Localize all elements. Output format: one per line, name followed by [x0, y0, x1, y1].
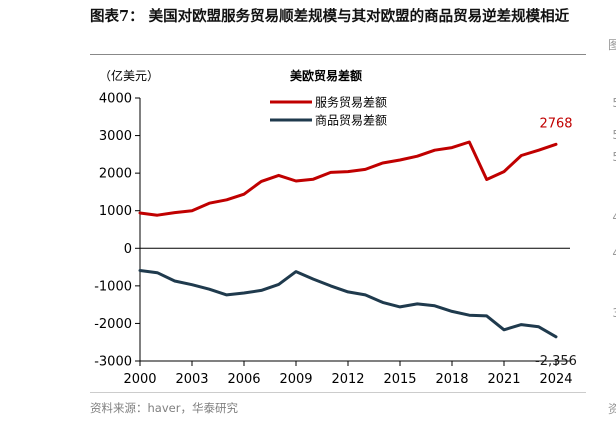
edge-glyph: 图: [607, 38, 616, 52]
x-tick-label: 2003: [175, 372, 208, 387]
y-tick-label: 0: [124, 242, 132, 257]
edge-glyph: 资: [607, 402, 616, 416]
x-tick-label: 2009: [279, 372, 312, 387]
x-tick-label: 2021: [487, 372, 520, 387]
figure-title: 图表7： 美国对欧盟服务贸易顺差规模与其对欧盟的商品贸易逆差规模相近: [90, 8, 570, 25]
edge-glyph: 5: [612, 128, 616, 142]
x-tick-label: 2015: [383, 372, 416, 387]
x-tick-label: 2018: [435, 372, 468, 387]
end-value-label-goods: -2,356: [535, 354, 577, 369]
legend-label-services: 服务贸易差额: [315, 95, 387, 110]
footer-divider: [90, 392, 586, 393]
edge-glyph: 5: [612, 150, 616, 164]
edge-glyph: 5: [612, 96, 616, 110]
edge-glyph: 4: [612, 246, 616, 260]
y-tick-label: -3000: [94, 355, 132, 370]
legend-label-goods: 商品贸易差额: [315, 113, 387, 128]
end-value-label-services: 2768: [539, 116, 572, 131]
edge-glyph: 3: [612, 306, 616, 320]
axes: -3000 -2000 -1000 0 1000 2000 3000 4000 2000 2003…: [94, 92, 572, 388]
y-axis-unit: （亿美元）: [99, 68, 159, 83]
series-layer: 2768 -2,356: [138, 116, 577, 369]
title-divider: [90, 54, 586, 55]
y-tick-label: -1000: [94, 279, 132, 294]
edge-glyph: 4: [612, 210, 616, 224]
y-tick-label: 3000: [99, 129, 132, 144]
y-tick-label: -2000: [94, 317, 132, 332]
x-tick-label: 2012: [331, 372, 364, 387]
source-note: 资料来源：haver，华泰研究: [90, 401, 238, 415]
x-tick-label: 2006: [227, 372, 260, 387]
legend-title: 美欧贸易差额: [290, 68, 362, 83]
series-line-goods: [138, 269, 558, 339]
y-tick-label: 4000: [99, 92, 132, 107]
series-line-services: [138, 140, 558, 217]
y-tick-label: 1000: [99, 204, 132, 219]
y-tick-label: 2000: [99, 167, 132, 182]
x-tick-label: 2000: [123, 372, 156, 387]
x-tick-label: 2024: [539, 372, 572, 387]
